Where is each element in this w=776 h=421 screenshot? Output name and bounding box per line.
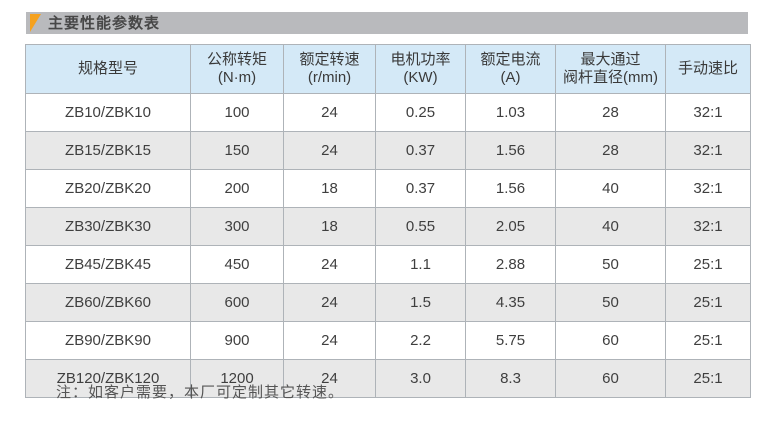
cell-motor-power: 3.0 xyxy=(375,359,466,398)
cell-rated-current: 1.03 xyxy=(465,93,556,132)
table-row: ZB20/ZBK20 200 18 0.37 1.56 40 32:1 xyxy=(25,169,751,208)
column-header-line2: 阀杆直径(mm) xyxy=(563,69,658,86)
cell-motor-power: 0.37 xyxy=(375,131,466,170)
cell-manual-ratio: 25:1 xyxy=(665,283,751,322)
column-header-line2: (N·m) xyxy=(217,69,257,86)
cell-model: ZB45/ZBK45 xyxy=(25,245,191,284)
cell-rated-current: 1.56 xyxy=(465,169,556,208)
table-row: ZB120/ZBK120 1200 24 3.0 8.3 60 25:1 xyxy=(25,359,751,398)
cell-manual-ratio: 32:1 xyxy=(665,169,751,208)
cell-rated-current: 2.88 xyxy=(465,245,556,284)
column-header-line1: 手动速比 xyxy=(677,59,738,77)
table-row: ZB15/ZBK15 150 24 0.37 1.56 28 32:1 xyxy=(25,131,751,170)
cell-rated-current: 1.56 xyxy=(465,131,556,170)
cell-rated-speed: 18 xyxy=(283,207,376,246)
column-header-line2: (A) xyxy=(500,69,521,86)
cell-nominal-torque: 450 xyxy=(190,245,284,284)
cell-max-stem-diameter: 60 xyxy=(555,359,666,398)
cell-model: ZB10/ZBK10 xyxy=(25,93,191,132)
cell-model: ZB120/ZBK120 xyxy=(25,359,191,398)
cell-manual-ratio: 25:1 xyxy=(665,245,751,284)
cell-motor-power: 0.37 xyxy=(375,169,466,208)
column-header-model: 规格型号 xyxy=(25,44,191,94)
table-row: ZB90/ZBK90 900 24 2.2 5.75 60 25:1 xyxy=(25,321,751,360)
column-header-line2: (KW) xyxy=(403,69,438,86)
cell-nominal-torque: 200 xyxy=(190,169,284,208)
cell-model: ZB60/ZBK60 xyxy=(25,283,191,322)
column-header-nominal-torque: 公称转矩 (N·m) xyxy=(190,44,284,94)
table-row: ZB30/ZBK30 300 18 0.55 2.05 40 32:1 xyxy=(25,207,751,246)
cell-rated-current: 8.3 xyxy=(465,359,556,398)
cell-rated-speed: 24 xyxy=(283,131,376,170)
cell-motor-power: 0.25 xyxy=(375,93,466,132)
cell-rated-current: 2.05 xyxy=(465,207,556,246)
column-header-rated-speed: 额定转速 (r/min) xyxy=(283,44,376,94)
cell-model: ZB90/ZBK90 xyxy=(25,321,191,360)
cell-model: ZB20/ZBK20 xyxy=(25,169,191,208)
cell-motor-power: 0.55 xyxy=(375,207,466,246)
spec-table-container: 规格型号 公称转矩 (N·m) 额定转速 (r/min) 电机功率 (KW) 额… xyxy=(25,44,751,398)
cell-max-stem-diameter: 40 xyxy=(555,207,666,246)
cell-rated-speed: 24 xyxy=(283,245,376,284)
cell-max-stem-diameter: 40 xyxy=(555,169,666,208)
cell-nominal-torque: 100 xyxy=(190,93,284,132)
column-header-motor-power: 电机功率 (KW) xyxy=(375,44,466,94)
cell-manual-ratio: 25:1 xyxy=(665,321,751,360)
cell-motor-power: 2.2 xyxy=(375,321,466,360)
column-header-max-stem-diameter: 最大通过 阀杆直径(mm) xyxy=(555,44,666,94)
cell-rated-speed: 24 xyxy=(283,321,376,360)
cell-nominal-torque: 150 xyxy=(190,131,284,170)
column-header-manual-ratio: 手动速比 xyxy=(665,44,751,94)
column-header-line2: (r/min) xyxy=(307,69,352,86)
cell-manual-ratio: 32:1 xyxy=(665,93,751,132)
page-title: 主要性能参数表 xyxy=(48,14,161,32)
orange-triangle-icon xyxy=(30,14,41,32)
cell-max-stem-diameter: 28 xyxy=(555,131,666,170)
table-footnote: 注：如客户需要，本厂可定制其它转速。 xyxy=(56,383,345,401)
table-header-row: 规格型号 公称转矩 (N·m) 额定转速 (r/min) 电机功率 (KW) 额… xyxy=(25,44,751,94)
cell-manual-ratio: 25:1 xyxy=(665,359,751,398)
cell-nominal-torque: 300 xyxy=(190,207,284,246)
cell-manual-ratio: 32:1 xyxy=(665,207,751,246)
cell-rated-speed: 24 xyxy=(283,93,376,132)
cell-max-stem-diameter: 28 xyxy=(555,93,666,132)
cell-max-stem-diameter: 60 xyxy=(555,321,666,360)
column-header-line1: 最大通过 xyxy=(580,50,641,68)
section-header: 主要性能参数表 xyxy=(26,12,748,34)
cell-motor-power: 1.5 xyxy=(375,283,466,322)
cell-model: ZB30/ZBK30 xyxy=(25,207,191,246)
cell-rated-current: 5.75 xyxy=(465,321,556,360)
cell-model: ZB15/ZBK15 xyxy=(25,131,191,170)
cell-rated-current: 4.35 xyxy=(465,283,556,322)
table-row: ZB10/ZBK10 100 24 0.25 1.03 28 32:1 xyxy=(25,93,751,132)
cell-motor-power: 1.1 xyxy=(375,245,466,284)
column-header-line1: 电机功率 xyxy=(390,50,451,68)
cell-manual-ratio: 32:1 xyxy=(665,131,751,170)
cell-max-stem-diameter: 50 xyxy=(555,283,666,322)
column-header-line1: 额定电流 xyxy=(480,50,541,68)
cell-max-stem-diameter: 50 xyxy=(555,245,666,284)
column-header-rated-current: 额定电流 (A) xyxy=(465,44,556,94)
spec-table: 规格型号 公称转矩 (N·m) 额定转速 (r/min) 电机功率 (KW) 额… xyxy=(25,44,751,398)
cell-rated-speed: 24 xyxy=(283,359,376,398)
cell-nominal-torque: 900 xyxy=(190,321,284,360)
table-body: ZB10/ZBK10 100 24 0.25 1.03 28 32:1 ZB15… xyxy=(25,93,751,398)
column-header-line1: 规格型号 xyxy=(77,59,138,77)
column-header-line1: 额定转速 xyxy=(299,50,360,68)
column-header-line1: 公称转矩 xyxy=(206,50,267,68)
cell-rated-speed: 18 xyxy=(283,169,376,208)
table-row: ZB45/ZBK45 450 24 1.1 2.88 50 25:1 xyxy=(25,245,751,284)
table-row: ZB60/ZBK60 600 24 1.5 4.35 50 25:1 xyxy=(25,283,751,322)
cell-rated-speed: 24 xyxy=(283,283,376,322)
cell-nominal-torque: 600 xyxy=(190,283,284,322)
